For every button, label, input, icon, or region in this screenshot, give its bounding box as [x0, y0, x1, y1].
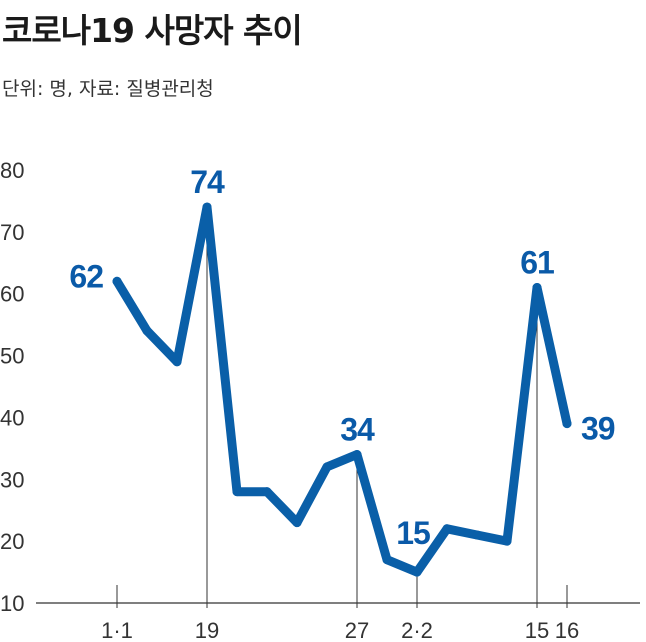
data-label: 39 — [581, 411, 615, 447]
data-point — [142, 326, 152, 336]
x-tick-label: 16 — [555, 618, 579, 642]
x-tick-label: 19 — [195, 618, 219, 642]
data-point — [472, 530, 482, 540]
data-point — [562, 419, 572, 429]
data-point — [172, 357, 182, 367]
y-tick-label: 50 — [0, 344, 24, 369]
y-tick-label: 10 — [0, 591, 24, 616]
data-point — [502, 536, 512, 546]
chart-title: 코로나19 사망자 추이 — [2, 11, 303, 50]
y-tick-label: 80 — [0, 158, 24, 183]
data-point — [382, 555, 392, 565]
x-tick-label: 2·2 — [401, 618, 433, 642]
series-line — [112, 202, 572, 577]
y-tick-label: 60 — [0, 282, 24, 307]
data-label: 34 — [340, 412, 375, 448]
chart-subtitle: 단위: 명, 자료: 질병관리청 — [2, 78, 214, 100]
x-tick-label: 15 — [525, 618, 549, 642]
data-point — [442, 524, 452, 534]
x-tick-label: 27 — [345, 618, 369, 642]
data-label: 15 — [396, 515, 430, 551]
data-point — [532, 283, 542, 293]
y-tick-label: 20 — [0, 529, 24, 554]
data-point — [352, 450, 362, 460]
x-tick-label: 1·1 — [101, 618, 133, 642]
data-point — [322, 462, 332, 472]
data-point — [292, 518, 302, 528]
data-point — [262, 487, 272, 497]
data-point — [112, 276, 122, 286]
data-label: 74 — [190, 164, 225, 200]
data-point — [232, 487, 242, 497]
y-tick-label: 40 — [0, 405, 24, 430]
y-tick-label: 70 — [0, 220, 24, 245]
y-tick-label: 30 — [0, 467, 24, 492]
data-label: 62 — [69, 258, 103, 294]
data-label: 61 — [520, 245, 554, 281]
data-point — [412, 567, 422, 577]
data-point — [202, 202, 212, 212]
